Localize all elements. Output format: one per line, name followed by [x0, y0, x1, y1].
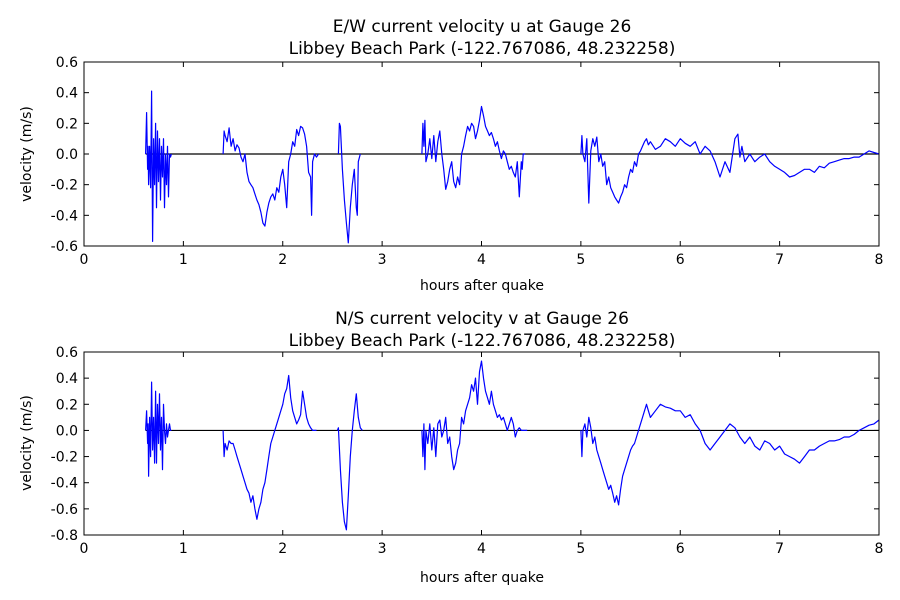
x-tick-label: 1 — [179, 541, 188, 557]
series-line-segment-2 — [222, 374, 317, 520]
x-tick-label: 3 — [378, 252, 387, 268]
x-tick-label: 0 — [80, 541, 89, 557]
series-line-segment-3 — [336, 393, 363, 531]
y-tick-label: -0.6 — [51, 502, 78, 518]
x-tick-label: 7 — [775, 252, 784, 268]
y-tick-label: -0.4 — [51, 208, 78, 224]
series-line-segment-3 — [337, 122, 361, 244]
y-tick-label: 0.0 — [56, 423, 78, 439]
x-tick-label: 2 — [278, 541, 287, 557]
y-tick-label: 0.2 — [56, 397, 78, 413]
plot-area: 0 1 2 3 4 5 6 7 8 -0.6 -0.4 -0.2 0.0 0.2 0.4 0.6 — [51, 55, 884, 268]
series-line-segment-5 — [580, 133, 880, 204]
y-tick-label: -0.8 — [51, 528, 78, 544]
series-line-segment-4 — [421, 360, 528, 471]
x-tick-label: 6 — [676, 252, 685, 268]
x-tick-label: 4 — [477, 541, 486, 557]
plot-area: 0 1 2 3 4 5 6 7 8 -0.8 -0.6 -0.4 -0.2 0.0 0.2 0.4 0.6 — [51, 345, 884, 557]
series-line-segment-5 — [580, 403, 880, 506]
series-line-segment-4 — [421, 105, 526, 198]
y-tick-label: -0.4 — [51, 476, 78, 492]
plot-frame — [83, 61, 880, 247]
x-tick-label: 8 — [875, 541, 884, 557]
x-tick-label: 7 — [775, 541, 784, 557]
chart-subtitle: Libbey Beach Park (-122.767086, 48.23225… — [289, 39, 676, 59]
series-line-segment-1 — [145, 381, 172, 477]
x-tick-label: 5 — [576, 252, 585, 268]
x-tick-label: 4 — [477, 252, 486, 268]
x-tick-label: 5 — [576, 541, 585, 557]
series-line-segment-2 — [222, 125, 320, 227]
y-tick-label: 0.4 — [56, 86, 78, 102]
y-tick-label: -0.2 — [51, 178, 78, 194]
y-tick-label: 0.6 — [56, 55, 78, 71]
chart-u: E/W current velocity u at Gauge 26 Libbe… — [19, 17, 883, 294]
x-tick-label: 2 — [278, 252, 287, 268]
y-tick-label: -0.6 — [51, 239, 78, 255]
chart-subtitle: Libbey Beach Park (-122.767086, 48.23225… — [289, 331, 676, 351]
chart-title: N/S current velocity v at Gauge 26 — [335, 309, 629, 329]
plot-frame — [83, 351, 880, 536]
x-axis-label: hours after quake — [420, 570, 544, 586]
y-axis-label: velocity (m/s) — [19, 106, 35, 202]
y-tick-label: 0.2 — [56, 116, 78, 132]
chart-v: N/S current velocity v at Gauge 26 Libbe… — [19, 309, 883, 586]
y-tick-label: 0.4 — [56, 371, 78, 387]
series-line-segment-1 — [145, 90, 172, 242]
x-tick-label: 6 — [676, 541, 685, 557]
y-axis-label: velocity (m/s) — [19, 395, 35, 491]
x-tick-label: 8 — [875, 252, 884, 268]
y-tick-label: -0.2 — [51, 450, 78, 466]
chart-title: E/W current velocity u at Gauge 26 — [333, 17, 632, 37]
x-tick-label: 3 — [378, 541, 387, 557]
x-tick-label: 1 — [179, 252, 188, 268]
y-tick-label: 0.6 — [56, 345, 78, 361]
x-axis-label: hours after quake — [420, 278, 544, 294]
x-tick-label: 0 — [80, 252, 89, 268]
y-tick-label: 0.0 — [56, 147, 78, 163]
